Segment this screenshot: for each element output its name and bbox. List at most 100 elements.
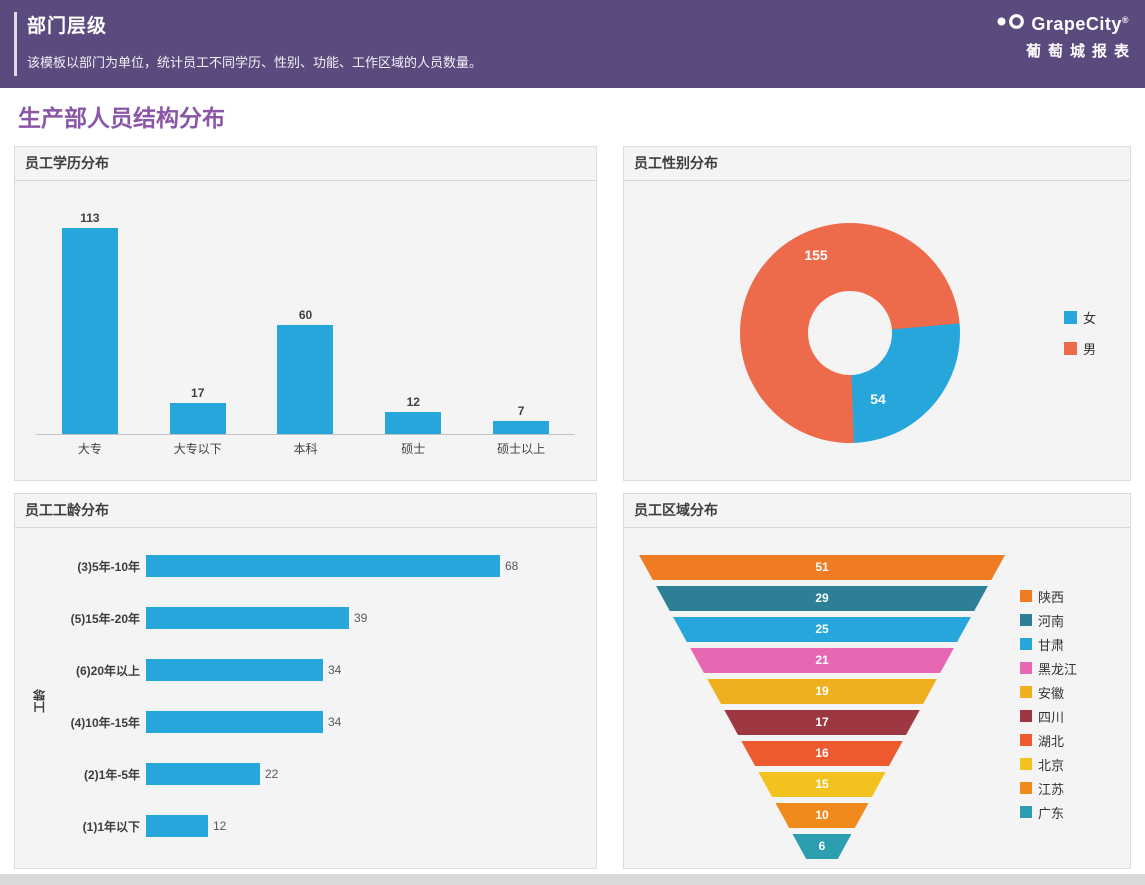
legend-item: 广东 (1020, 800, 1116, 824)
tenure-axis-label: 工龄 (32, 688, 47, 714)
tenure-category-label: (2)1年-5年 (83, 767, 140, 782)
panel-region: 员工区域分布 51 29 25 21 19 17 16 15 10 6 陕西 河南 甘肃 黑龙江 安徽 四川… (623, 493, 1131, 869)
bar-category-label: 大专以下 (173, 442, 222, 456)
tenure-bar-chart: 工龄 (3)5年-10年 68 (5)15年-20年 39 (6)20年以上 34 (4)1… (15, 528, 596, 868)
legend-label: 广东 (1038, 805, 1065, 821)
report-body: 生产部人员结构分布 员工学历分布 113 17 60 12 7 大专 大专以下 本科 硕士 硕士… (0, 99, 1145, 885)
legend-item: 河南 (1020, 608, 1116, 632)
donut-hole (808, 290, 892, 375)
tenure-category-label: (5)15年-20年 (70, 611, 140, 626)
tenure-category-label: (4)10年-15年 (70, 715, 140, 730)
legend-item: 江苏 (1020, 776, 1116, 800)
funnel-segment: 16 (741, 741, 903, 766)
tenure-category-label: (6)20年以上 (75, 663, 140, 678)
panel-gender-title: 员工性别分布 (624, 147, 1130, 181)
education-bar (277, 325, 334, 434)
brand-block[interactable]: GrapeCity® 葡萄城报表 (995, 11, 1129, 78)
bar-category-label: 大专 (77, 442, 102, 456)
legend-label: 河南 (1038, 613, 1065, 629)
tenure-row: (2)1年-5年 22 (15, 763, 596, 785)
bar-value-label: 60 (298, 308, 313, 322)
bar-value-label: 7 (517, 404, 525, 418)
tenure-value-label: 12 (213, 819, 227, 833)
panel-region-title: 员工区域分布 (624, 494, 1130, 528)
legend-swatch (1020, 590, 1032, 602)
bar-category-label: 硕士 (401, 442, 426, 456)
legend-label: 男 (1083, 341, 1097, 357)
bar-value-label: 12 (406, 395, 420, 409)
legend-label: 陕西 (1038, 589, 1065, 605)
bar-group: 17 (144, 386, 252, 434)
education-bar (169, 403, 226, 434)
funnel-segment: 17 (724, 710, 920, 735)
education-bar-chart: 113 17 60 12 7 大专 大专以下 本科 硕士 硕士以上 (15, 181, 596, 480)
legend-label: 湖北 (1038, 733, 1065, 749)
tenure-row: (5)15年-20年 39 (15, 607, 596, 629)
education-bar (385, 412, 442, 434)
panel-education: 员工学历分布 113 17 60 12 7 大专 大专以下 本科 硕士 硕士以上 (14, 146, 597, 481)
legend-label: 江苏 (1038, 781, 1065, 797)
funnel-segment: 6 (792, 834, 852, 859)
legend-label: 黑龙江 (1038, 661, 1078, 677)
legend-label: 四川 (1038, 709, 1065, 725)
legend-swatch (1020, 614, 1032, 626)
brand-chinese-name: 葡萄城报表 (1025, 43, 1136, 60)
funnel-segment: 29 (656, 586, 988, 611)
education-bar (493, 421, 550, 434)
bar-value-label: 17 (191, 386, 205, 400)
panel-tenure-title: 员工工龄分布 (15, 494, 596, 528)
bar-group: 7 (467, 404, 575, 434)
tenure-value-label: 22 (265, 767, 279, 781)
tenure-bar (146, 815, 208, 837)
legend-swatch (1020, 782, 1032, 794)
report-header: 部门层级 该模板以部门为单位，统计员工不同学历、性别、功能、工作区域的人员数量。… (0, 0, 1145, 88)
funnel-plot-area: 51 29 25 21 19 17 16 15 10 6 (624, 528, 1020, 868)
grapecity-logo-icon (995, 13, 1025, 35)
legend-item: 男 (1064, 339, 1096, 358)
legend-item: 北京 (1020, 752, 1116, 776)
tenure-value-label: 34 (328, 715, 342, 729)
brand-name: GrapeCity® (1031, 13, 1129, 34)
funnel-segment: 10 (775, 803, 869, 828)
legend-item: 女 (1064, 308, 1096, 327)
gender-legend: 女男 (1064, 308, 1096, 358)
legend-swatch (1020, 686, 1032, 698)
tenure-plot-area: (3)5年-10年 68 (5)15年-20年 39 (6)20年以上 34 (4)10年-… (15, 555, 596, 837)
region-funnel-chart: 51 29 25 21 19 17 16 15 10 6 陕西 河南 甘肃 黑龙江 安徽 四川 湖北 北京 江苏广… (624, 528, 1130, 868)
legend-item: 甘肃 (1020, 632, 1116, 656)
tenure-value-label: 68 (505, 559, 519, 573)
legend-label: 甘肃 (1038, 637, 1065, 653)
education-plot-area: 113 17 60 12 7 (36, 181, 575, 435)
legend-swatch (1064, 341, 1077, 355)
tenure-bar (146, 763, 260, 785)
tenure-bar (146, 659, 323, 681)
tenure-bar (146, 555, 500, 577)
tenure-category-label: (1)1年以下 (82, 819, 140, 834)
legend-item: 湖北 (1020, 728, 1116, 752)
legend-swatch (1020, 662, 1032, 674)
tenure-bar (146, 711, 323, 733)
panel-gender: 员工性别分布 155 54 女男 (623, 146, 1131, 481)
gender-donut-chart: 155 54 女男 (624, 181, 1130, 480)
slice-value-label: 54 (870, 390, 886, 407)
legend-label: 安徽 (1038, 685, 1065, 701)
funnel-segment: 51 (639, 555, 1005, 580)
tenure-category-label: (3)5年-10年 (77, 559, 140, 574)
bar-value-label: 113 (80, 211, 100, 225)
funnel-segment: 21 (690, 648, 954, 673)
tenure-value-label: 39 (354, 611, 368, 625)
slice-value-label: 155 (804, 246, 828, 263)
education-bar (61, 228, 118, 434)
tenure-row: (1)1年以下 12 (15, 815, 596, 837)
legend-item: 陕西 (1020, 584, 1116, 608)
report-title: 部门层级 (27, 16, 108, 37)
bar-group: 60 (252, 308, 360, 434)
legend-swatch (1020, 806, 1032, 818)
panel-tenure: 员工工龄分布 工龄 (3)5年-10年 68 (5)15年-20年 39 (6)20年以… (14, 493, 597, 869)
legend-item: 安徽 (1020, 680, 1116, 704)
bar-group: 113 (36, 211, 144, 434)
funnel-segment: 19 (707, 679, 937, 704)
education-category-axis: 大专 大专以下 本科 硕士 硕士以上 (36, 440, 575, 457)
legend-swatch (1020, 758, 1032, 770)
page-title: 生产部人员结构分布 (18, 105, 225, 131)
